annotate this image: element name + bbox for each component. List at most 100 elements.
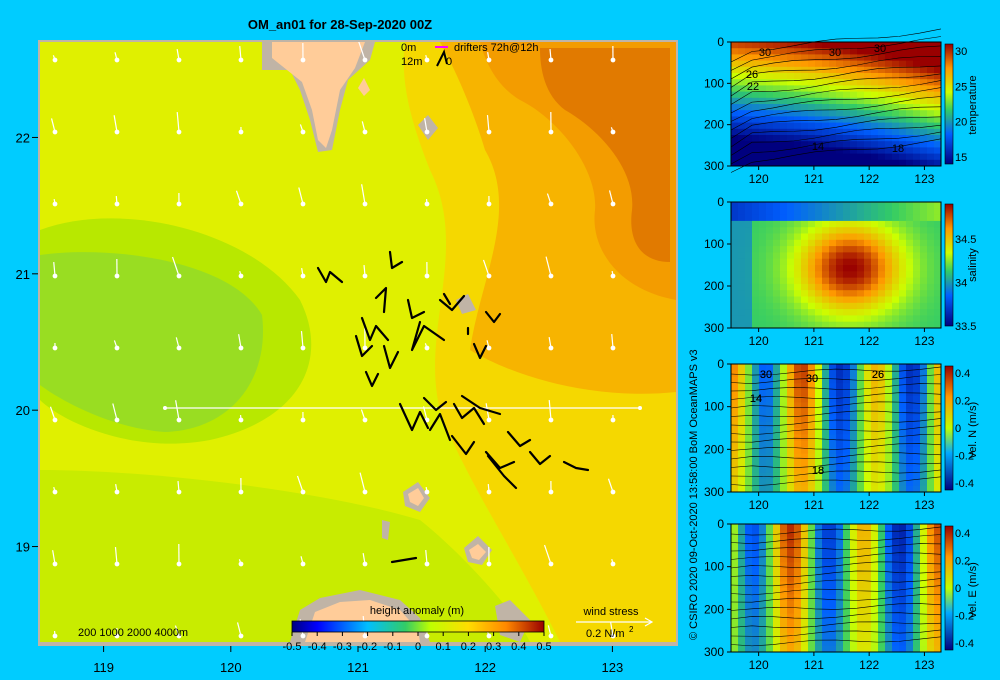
section-cell [780, 265, 788, 272]
section-cell [885, 202, 893, 209]
section-cell [738, 556, 746, 563]
section-cell [738, 376, 746, 384]
section-cell [773, 110, 781, 117]
section-cell [843, 396, 851, 403]
section-cell [906, 524, 914, 531]
section-cell [836, 97, 844, 105]
section-cell [843, 91, 851, 99]
section-cell [920, 159, 928, 167]
section-cell [906, 110, 914, 117]
section-cell [787, 42, 795, 49]
section-cell [752, 141, 760, 148]
section-cell [920, 220, 928, 228]
section-contour [730, 56, 942, 88]
section-cell [892, 364, 900, 371]
section-cell [871, 128, 879, 136]
section-cell [787, 220, 795, 228]
section-cell [822, 428, 830, 435]
section-cell [850, 447, 858, 455]
section-cell [752, 128, 760, 136]
section-cell [829, 220, 837, 228]
section-cell [815, 639, 823, 647]
section-cell [913, 208, 921, 216]
colorbar-tick-label: -0.2 [358, 641, 377, 653]
section-cell [850, 549, 858, 557]
section-cell [815, 309, 823, 316]
section-cell [822, 214, 830, 222]
section-cell [731, 91, 739, 99]
section-cell [752, 220, 760, 228]
section-cell [864, 79, 872, 86]
wind-vector-tail [238, 129, 244, 135]
section-cell [836, 594, 844, 602]
section-cell [766, 421, 774, 429]
section-cell [808, 626, 816, 634]
section-cell [836, 79, 844, 86]
section-cell [927, 97, 935, 105]
section-cell [934, 271, 942, 279]
section-cell [745, 233, 753, 241]
drifter-track [484, 310, 502, 324]
section-cell [920, 309, 928, 316]
section-cell [780, 639, 788, 647]
section-contour [730, 366, 942, 376]
section-cell [836, 466, 844, 474]
section-cell [773, 233, 781, 241]
section-cell [934, 252, 942, 260]
section-cell [871, 208, 879, 216]
section-cell [857, 549, 865, 557]
section-cell [927, 122, 935, 130]
section-cell [927, 258, 935, 266]
section-cell [843, 283, 851, 291]
section-cell [738, 153, 746, 161]
section-cell [759, 48, 767, 55]
section-cell [752, 389, 760, 397]
section-cell [766, 600, 774, 608]
section-cell [843, 447, 851, 455]
section-cell [920, 79, 928, 86]
section-cell [766, 233, 774, 241]
section-cell [920, 239, 928, 247]
section-cell [822, 613, 830, 621]
section-cell [738, 116, 746, 124]
section-cell [857, 562, 865, 570]
section-cell [899, 447, 907, 455]
section-cell [815, 613, 823, 621]
section-contour [730, 476, 942, 487]
section-cell [745, 421, 753, 429]
wind-vector-tail [52, 633, 58, 639]
section-cell [766, 485, 774, 493]
section-cell [892, 73, 900, 80]
section-cell [899, 128, 907, 136]
section-cell [822, 252, 830, 260]
section-cell [822, 246, 830, 253]
section-cell [794, 290, 802, 297]
section-cell [857, 153, 865, 161]
section-colorbar-tick-label: 15 [955, 152, 967, 164]
section-cell [927, 562, 935, 570]
section-cell [731, 530, 739, 538]
section-cell [773, 48, 781, 55]
section-cell [892, 453, 900, 461]
wind-vector-tail [300, 489, 306, 495]
section-cell [857, 389, 865, 397]
section-cell [871, 48, 879, 55]
section-cell [808, 575, 816, 583]
section-cell [801, 562, 809, 570]
section-cell [906, 252, 914, 260]
section-cell [878, 594, 886, 602]
section-cell [822, 309, 830, 316]
section-cell [899, 104, 907, 111]
section-cell [773, 220, 781, 228]
section-cell [752, 421, 760, 429]
section-cell [934, 402, 942, 410]
section-cell [857, 159, 865, 167]
section-cell [780, 530, 788, 538]
drifter-track [316, 266, 344, 284]
section-cell [899, 60, 907, 68]
section-cell [857, 315, 865, 323]
section-cell [913, 415, 921, 423]
section-cell [773, 389, 781, 397]
section-cell [822, 562, 830, 570]
section-cell [864, 97, 872, 105]
